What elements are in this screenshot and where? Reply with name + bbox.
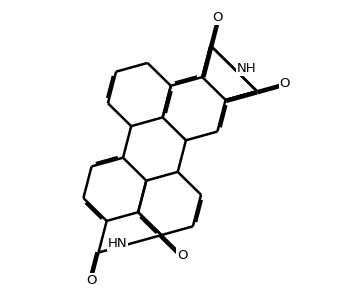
Text: O: O <box>177 249 187 262</box>
Text: O: O <box>86 274 96 287</box>
Text: NH: NH <box>237 62 256 75</box>
Text: O: O <box>280 77 290 90</box>
Text: O: O <box>213 11 223 24</box>
Text: HN: HN <box>107 237 127 250</box>
